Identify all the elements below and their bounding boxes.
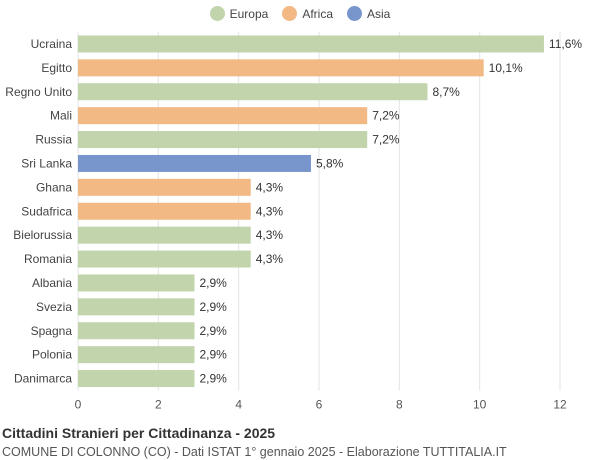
category-label: Ucraina <box>31 37 73 51</box>
legend-swatch-europa <box>209 6 225 21</box>
legend-swatch-asia <box>347 6 363 21</box>
x-tick-label: 8 <box>396 398 403 412</box>
legend-item-europa[interactable]: Europa <box>209 6 269 21</box>
x-tick-label: 6 <box>316 398 323 412</box>
x-tick-label: 12 <box>553 398 567 412</box>
category-label: Danimarca <box>14 372 72 386</box>
value-label: 4,3% <box>256 228 284 242</box>
legend-label-asia: Asia <box>367 6 391 21</box>
value-label: 2,9% <box>199 300 227 314</box>
bar <box>78 250 251 268</box>
bar <box>78 59 484 77</box>
category-label: Ghana <box>36 180 72 194</box>
value-label: 11,6% <box>549 37 582 51</box>
bar <box>78 298 195 316</box>
x-tick-label: 0 <box>75 398 82 412</box>
value-label: 4,3% <box>256 180 284 194</box>
value-label: 2,9% <box>199 372 227 386</box>
value-label: 2,9% <box>199 276 227 290</box>
value-label: 2,9% <box>199 348 227 362</box>
chart-title: Cittadini Stranieri per Cittadinanza - 2… <box>2 425 276 441</box>
category-label: Romania <box>24 252 72 266</box>
bar <box>78 370 195 388</box>
category-label: Regno Unito <box>5 85 72 99</box>
bar <box>78 274 195 292</box>
category-label: Sri Lanka <box>21 156 72 170</box>
value-label: 5,8% <box>316 156 344 170</box>
value-label: 4,3% <box>256 204 284 218</box>
legend-swatch-africa <box>282 6 298 21</box>
category-label: Svezia <box>36 300 72 314</box>
category-label: Bielorussia <box>13 228 72 242</box>
x-tick-label: 2 <box>155 398 162 412</box>
bar <box>78 226 251 244</box>
category-label: Mali <box>50 109 72 123</box>
legend: Europa Africa Asia <box>0 6 600 21</box>
legend-label-europa: Europa <box>229 6 269 21</box>
bar <box>78 154 311 172</box>
value-label: 10,1% <box>489 61 523 75</box>
value-label: 2,9% <box>199 324 227 338</box>
bar <box>78 202 251 220</box>
bar <box>78 35 544 53</box>
category-label: Polonia <box>32 348 72 362</box>
category-label: Albania <box>32 276 72 290</box>
category-label: Egitto <box>41 61 72 75</box>
bar <box>78 346 195 364</box>
bar <box>78 83 428 101</box>
value-label: 7,2% <box>372 133 400 147</box>
bar <box>78 131 368 149</box>
category-label: Sudafrica <box>21 204 72 218</box>
x-tick-label: 4 <box>235 398 242 412</box>
category-label: Russia <box>35 133 72 147</box>
bar <box>78 178 251 196</box>
legend-label-africa: Africa <box>302 6 334 21</box>
legend-item-asia[interactable]: Asia <box>347 6 390 21</box>
value-label: 4,3% <box>256 252 284 266</box>
value-label: 7,2% <box>372 109 400 123</box>
chart-source: COMUNE DI COLONNO (CO) - Dati ISTAT 1° g… <box>2 445 507 459</box>
value-label: 8,7% <box>432 85 460 99</box>
bar <box>78 107 368 125</box>
x-tick-label: 10 <box>473 398 487 412</box>
legend-item-africa[interactable]: Africa <box>282 6 333 21</box>
bar <box>78 322 195 340</box>
bar-chart: 0 2 4 6 8 10 12 Ucraina 11,6% Egitto 10,1% Regno Un… <box>5 32 582 412</box>
category-label: Spagna <box>31 324 73 338</box>
